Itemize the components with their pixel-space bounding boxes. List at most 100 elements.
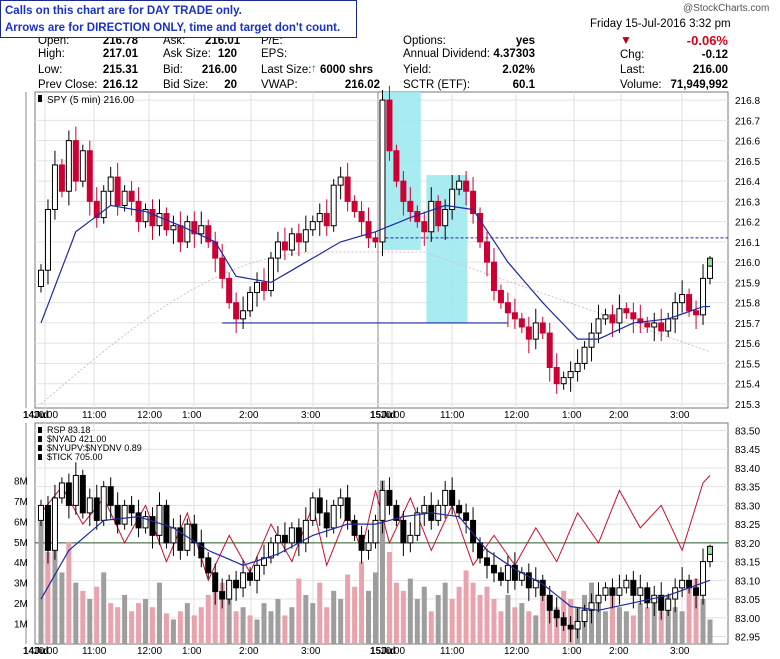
rsp-candle xyxy=(407,534,414,544)
rsp-candle xyxy=(414,512,421,536)
volume-tick-label: 8M xyxy=(14,476,28,487)
rsp-candle xyxy=(274,534,281,544)
rsp-legend-swatch xyxy=(38,445,42,451)
spy-candle xyxy=(672,302,679,320)
volume-bar xyxy=(303,594,309,644)
volume-bar xyxy=(366,590,372,644)
rsp-x-tick-label: 14Jul xyxy=(23,646,49,657)
spy-candle xyxy=(65,140,72,192)
spy-candle xyxy=(456,180,463,190)
spy-candle xyxy=(198,225,205,235)
spy-candle xyxy=(261,281,267,292)
spy-x-tick-label: 14Jul xyxy=(23,410,49,421)
rsp-candle xyxy=(490,564,497,574)
volume-bar xyxy=(596,599,601,644)
spy-x-tick-label: 2:00 xyxy=(239,410,259,421)
volume-bar xyxy=(115,607,121,644)
eps-label: EPS: xyxy=(261,48,288,60)
rsp-candle xyxy=(135,512,142,529)
spy-candle xyxy=(518,318,525,328)
rsp-candle xyxy=(700,561,707,596)
spy-candle xyxy=(595,318,602,334)
rsp-candle xyxy=(107,486,114,506)
rsp-candle xyxy=(302,519,309,544)
volume-bar xyxy=(428,611,434,644)
volume-bar xyxy=(491,599,497,644)
volume-bar xyxy=(310,603,316,644)
rsp-candle xyxy=(463,512,470,521)
spy-candle xyxy=(128,190,135,202)
ask-label: Ask: xyxy=(163,35,186,47)
rsp-candle xyxy=(240,572,247,589)
rsp-y-tick-label: 82.95 xyxy=(735,633,760,644)
bid-size-label: Bid Size: xyxy=(163,79,209,91)
spy-candle xyxy=(470,190,477,215)
volume-bar xyxy=(233,611,239,644)
volume-bar xyxy=(73,582,79,644)
spy-y-tick-label: 216.8 xyxy=(735,96,760,107)
spy-candle xyxy=(142,208,149,223)
spy-x-tick-label: 11:00 xyxy=(440,410,465,421)
spy-x-tick-label: 2:00 xyxy=(609,410,629,421)
rsp-candle xyxy=(38,504,44,521)
rsp-candle xyxy=(288,527,295,544)
spy-candle xyxy=(644,322,651,328)
volume-bar xyxy=(512,607,518,644)
sctr-value: 60.1 xyxy=(512,79,535,91)
rsp-y-tick-label: 83.10 xyxy=(735,576,760,587)
rsp-legend-label: RSP 83.18 xyxy=(47,425,90,435)
spy-candle xyxy=(581,346,588,364)
volume-bar xyxy=(80,590,86,644)
volume-bar xyxy=(143,599,149,644)
volume-value: 71,949,992 xyxy=(670,79,728,91)
volume-bar xyxy=(150,607,155,644)
rsp-candle xyxy=(309,497,316,521)
rsp-candle xyxy=(170,527,177,544)
rsp-candle xyxy=(351,519,358,536)
spy-candle xyxy=(233,302,240,320)
rsp-legend-label: $NYUPV:$NYDNV 0.89 xyxy=(47,443,142,453)
rsp-candle xyxy=(86,497,93,514)
spy-x-tick-label: 3:00 xyxy=(670,410,690,421)
rsp-candle xyxy=(79,474,86,514)
trade-notice: Calls on this chart are for DAY TRADE on… xyxy=(0,0,357,38)
spy-candle xyxy=(372,237,379,243)
volume-bar xyxy=(547,603,553,644)
volume-bar xyxy=(52,500,58,644)
last-size-label: Last Size: xyxy=(261,64,312,76)
volume-tick-label: 5M xyxy=(14,538,28,549)
spy-candle xyxy=(86,150,93,202)
spy-candle xyxy=(400,180,407,202)
spy-candle xyxy=(449,188,456,210)
volume-bar xyxy=(623,611,629,644)
volume-bar xyxy=(442,582,448,644)
spy-candle xyxy=(316,213,323,223)
spy-candle xyxy=(393,150,400,182)
rsp-x-tick-label: 1:00 xyxy=(182,646,202,657)
rsp-candle xyxy=(497,572,504,581)
spy-candle xyxy=(477,213,484,243)
spy-candle xyxy=(365,221,372,239)
spy-y-tick-label: 215.6 xyxy=(735,339,760,350)
pe-label: P/E: xyxy=(261,35,283,47)
rsp-candle xyxy=(379,489,386,521)
volume-bar xyxy=(254,619,260,644)
volume-tick-label: 7M xyxy=(14,497,28,508)
rsp-candle xyxy=(72,474,79,506)
spy-candle xyxy=(637,318,644,324)
rsp-candle xyxy=(163,504,170,544)
volume-bar xyxy=(205,594,211,644)
spy-candle xyxy=(93,200,100,219)
rsp-candle xyxy=(281,534,288,544)
rsp-y-tick-label: 83.50 xyxy=(735,426,760,437)
low-value: 215.31 xyxy=(102,64,138,76)
spy-candle xyxy=(428,200,435,233)
last-label: Last: xyxy=(620,64,645,76)
volume-bar xyxy=(184,603,190,644)
rsp-candle xyxy=(644,587,651,604)
volume-bar xyxy=(275,599,281,644)
spy-candle xyxy=(511,312,518,320)
rsp-candle xyxy=(205,557,212,574)
volume-bar xyxy=(421,586,427,644)
high-value: 217.01 xyxy=(102,48,138,60)
